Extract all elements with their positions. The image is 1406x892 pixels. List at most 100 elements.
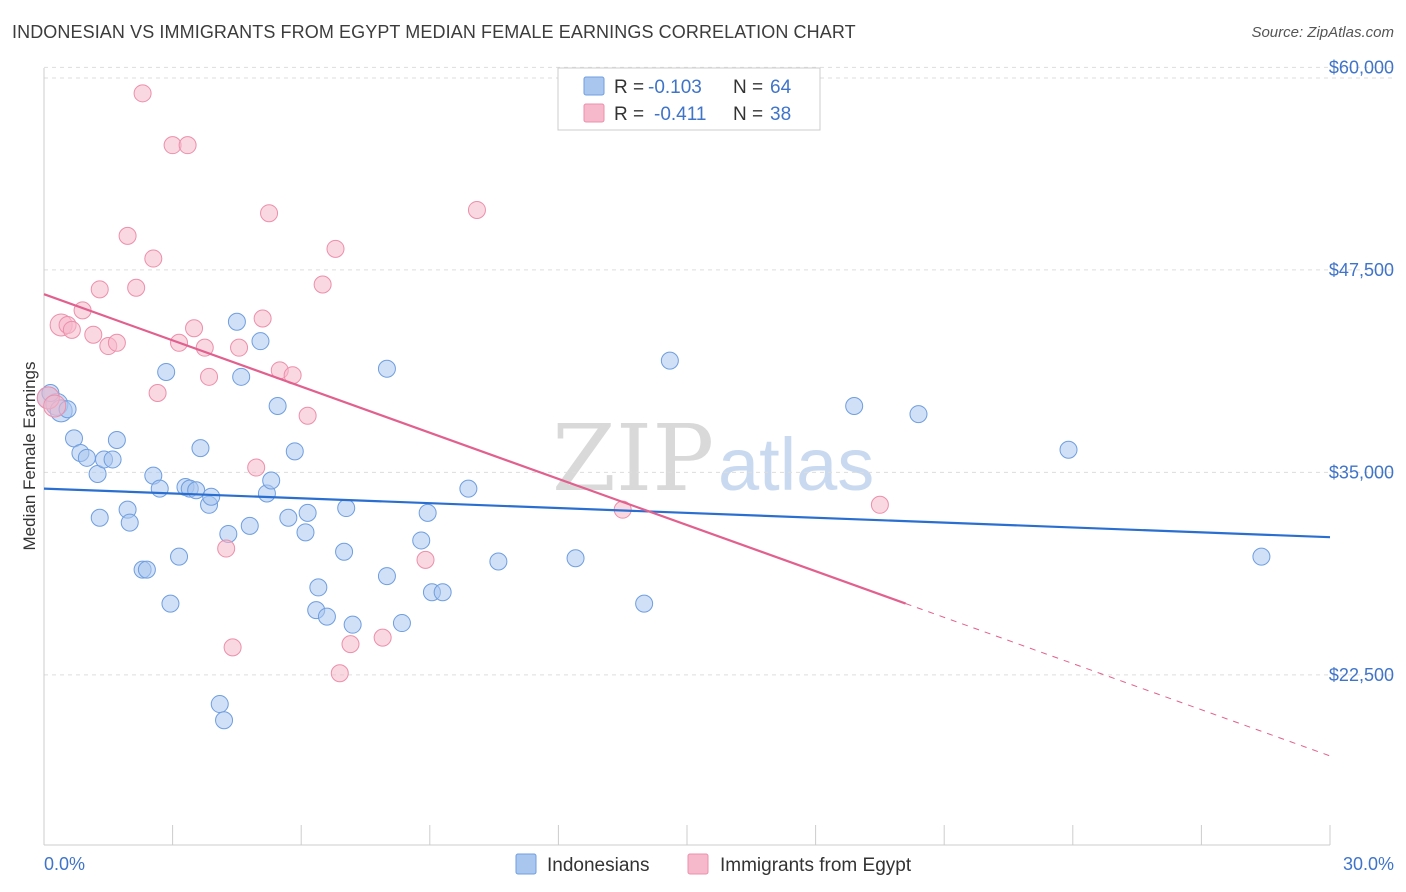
indonesian-point bbox=[170, 547, 189, 566]
indonesian-point bbox=[251, 332, 270, 351]
watermark-zip: ZIP bbox=[552, 405, 714, 512]
egypt-point bbox=[298, 406, 317, 425]
trend-lines bbox=[43, 293, 1331, 757]
egypt-point bbox=[313, 275, 332, 294]
indonesian-point bbox=[635, 594, 654, 613]
indonesian-point bbox=[202, 487, 221, 506]
indonesian-point bbox=[660, 351, 679, 370]
indonesian-point bbox=[335, 542, 354, 561]
indonesian-point bbox=[157, 362, 176, 381]
indonesian-point bbox=[309, 578, 328, 597]
y-tick-label: $22,500 bbox=[1329, 665, 1394, 685]
bottom-legend: Indonesians Immigrants from Egypt bbox=[515, 853, 912, 876]
y-tick-label: $47,500 bbox=[1329, 260, 1394, 280]
indonesian-point bbox=[285, 442, 304, 461]
bottom-legend-label-egypt: Immigrants from Egypt bbox=[720, 855, 912, 876]
egypt-point bbox=[247, 458, 266, 477]
egypt-point bbox=[230, 338, 249, 357]
indonesian-point bbox=[566, 549, 585, 568]
indonesian-point bbox=[845, 396, 864, 415]
legend-r-label-0: R = bbox=[614, 77, 644, 98]
bottom-legend-label-indonesians: Indonesians bbox=[547, 855, 649, 876]
chart-title: INDONESIAN VS IMMIGRANTS FROM EGYPT MEDI… bbox=[12, 22, 856, 42]
indonesian-point bbox=[412, 531, 431, 550]
legend-n-value-1: 38 bbox=[770, 104, 791, 125]
egypt-point bbox=[200, 367, 219, 386]
y-tick-label: $60,000 bbox=[1329, 57, 1394, 77]
legend: R = -0.103 N = 64 R = -0.411 N = 38 bbox=[557, 67, 821, 131]
indonesian-point bbox=[103, 450, 122, 469]
indonesian-point bbox=[90, 508, 109, 527]
indonesian-point bbox=[1059, 440, 1078, 459]
indonesian-point bbox=[343, 615, 362, 634]
indonesian-point bbox=[909, 405, 928, 424]
indonesian-point bbox=[191, 439, 210, 458]
x-ticks bbox=[43, 825, 1331, 845]
bottom-legend-swatch-egypt bbox=[687, 853, 709, 875]
indonesian-trend-line bbox=[43, 487, 1331, 539]
indonesian-point bbox=[418, 503, 437, 522]
source-label: Source: ZipAtlas.com bbox=[1251, 24, 1394, 41]
legend-r-value-1: -0.411 bbox=[654, 104, 706, 125]
legend-n-label-1: N = bbox=[733, 104, 763, 125]
egypt-point bbox=[43, 394, 67, 418]
indonesian-point bbox=[1252, 547, 1271, 566]
egypt-point bbox=[148, 384, 167, 403]
egypt-point bbox=[416, 550, 435, 569]
egypt-point bbox=[84, 325, 103, 344]
indonesian-point bbox=[187, 481, 206, 500]
indonesian-point bbox=[377, 359, 396, 378]
egypt-point bbox=[163, 136, 182, 155]
legend-r-value-0: -0.103 bbox=[648, 77, 702, 98]
egypt-point bbox=[195, 338, 214, 357]
egypt-point bbox=[62, 320, 81, 339]
watermark: ZIP atlas bbox=[552, 405, 874, 512]
legend-n-label-0: N = bbox=[733, 77, 763, 98]
egypt-point bbox=[373, 628, 392, 647]
x-tick-label-min: 0.0% bbox=[44, 854, 85, 874]
legend-n-value-0: 64 bbox=[770, 77, 792, 98]
indonesian-point bbox=[161, 594, 180, 613]
indonesian-point bbox=[433, 583, 452, 602]
egypt-point bbox=[127, 278, 146, 297]
indonesian-point bbox=[262, 471, 281, 490]
y-tick-label: $35,000 bbox=[1329, 462, 1394, 482]
egypt-point bbox=[330, 664, 349, 683]
indonesian-point bbox=[296, 523, 315, 542]
bottom-legend-swatch-indonesians bbox=[515, 853, 537, 875]
indonesian-point bbox=[227, 312, 246, 331]
egypt-point bbox=[144, 249, 163, 268]
indonesian-point bbox=[459, 479, 478, 498]
egypt-point bbox=[118, 226, 137, 245]
y-tick-labels: $22,500 $35,000 $47,500 $60,000 bbox=[1329, 57, 1394, 685]
egypt-point bbox=[341, 635, 360, 654]
egypt-point bbox=[260, 204, 279, 223]
indonesian-point bbox=[150, 479, 169, 498]
indonesian-point bbox=[392, 614, 411, 633]
egypt-point bbox=[223, 638, 242, 657]
y-axis-label: Median Female Earnings bbox=[20, 362, 39, 551]
indonesian-point bbox=[279, 508, 298, 527]
egypt-point bbox=[185, 319, 204, 338]
indonesian-point bbox=[232, 367, 251, 386]
legend-r-label-1: R = bbox=[614, 104, 644, 125]
indonesian-point bbox=[215, 711, 234, 730]
egypt-point bbox=[467, 200, 486, 219]
indonesian-point bbox=[317, 607, 336, 626]
indonesian-point bbox=[337, 499, 356, 518]
egypt-point bbox=[326, 239, 345, 258]
indonesian-point bbox=[137, 560, 156, 579]
indonesian-point bbox=[77, 448, 96, 467]
egypt-point bbox=[178, 136, 197, 155]
indonesian-point bbox=[120, 513, 139, 532]
watermark-atlas: atlas bbox=[718, 423, 874, 506]
egypt-point bbox=[133, 84, 152, 103]
x-tick-label-max: 30.0% bbox=[1343, 854, 1394, 874]
egypt-point bbox=[253, 309, 272, 328]
indonesian-point bbox=[240, 516, 259, 535]
egypt-point bbox=[90, 280, 109, 299]
indonesian-point bbox=[377, 567, 396, 586]
indonesian-point bbox=[268, 396, 287, 415]
legend-swatch-egypt bbox=[583, 103, 605, 123]
